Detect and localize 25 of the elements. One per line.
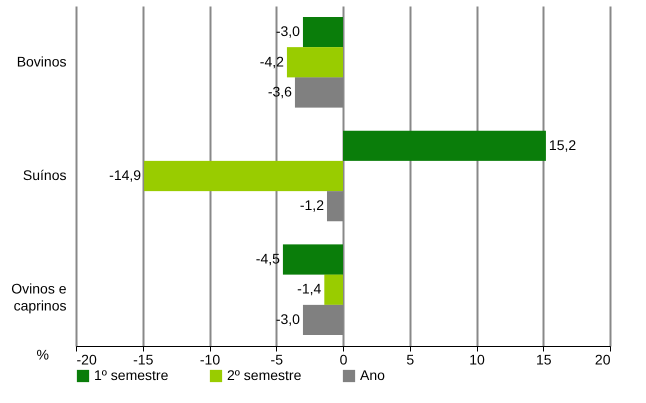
x-tick-label: 15 [536,352,552,368]
data-label: -1,4 [297,280,322,297]
data-label: -14,9 [109,167,142,183]
y-tick-label: Suínos [22,167,66,183]
data-label: -4,5 [256,250,280,267]
y-tick-label: Ovinos e caprinos [11,280,67,314]
x-axis-title: % [36,346,49,362]
legend-label: Ano [360,367,386,383]
y-tick-label: Bovinos [16,53,66,70]
x-tick-label: -15 [133,352,154,368]
data-label: -3,0 [276,310,300,327]
x-tick-label: -5 [270,352,284,368]
data-label: -3,6 [268,83,292,100]
x-tick-label: -20 [76,352,97,368]
x-tick-label: 0 [340,352,348,368]
legend-label: 2º semestre [227,367,302,383]
x-tick-label: 5 [406,352,414,368]
data-label: -4,2 [260,53,284,70]
data-label: -1,2 [300,197,324,214]
legend-label: 1º semestre [94,367,169,383]
x-tick-label: 20 [594,352,611,368]
x-tick-label: -10 [200,352,220,368]
data-label: 15,2 [548,136,576,153]
x-tick-label: 10 [469,352,485,368]
data-label: -3,0 [276,23,300,40]
